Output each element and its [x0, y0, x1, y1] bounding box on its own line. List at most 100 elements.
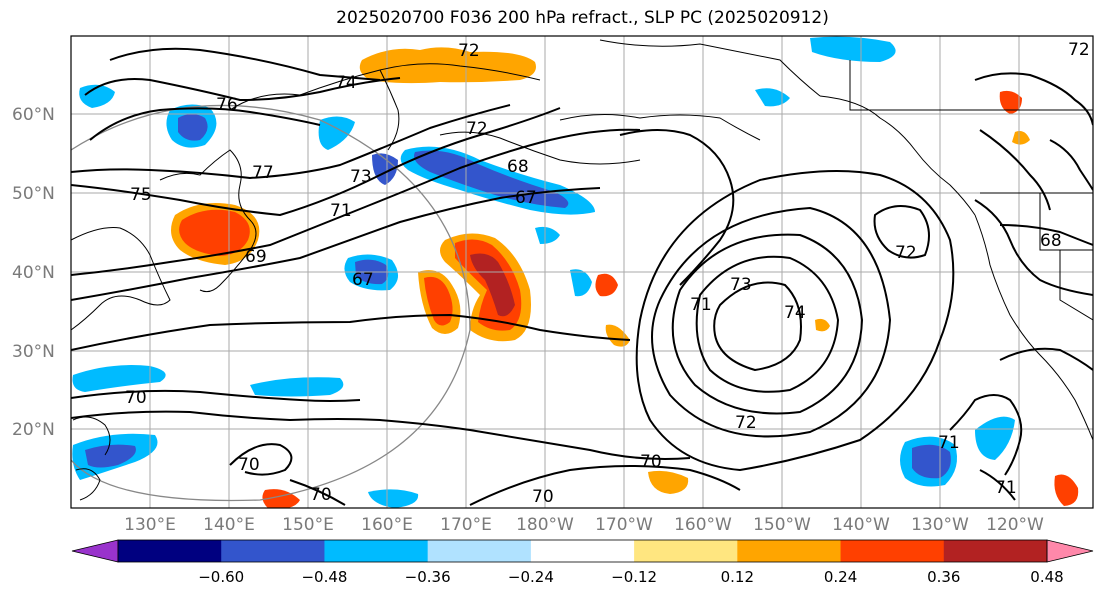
contour-label: 72: [1068, 40, 1090, 60]
warm-anomaly-tiny-2: [1012, 131, 1030, 145]
lon-label: 160°W: [674, 515, 732, 535]
warm-anomaly-central-2-core: [424, 276, 453, 326]
contour-label: 70: [640, 452, 662, 472]
lon-label: 140°W: [832, 515, 890, 535]
cool-anomaly-sw-core: [85, 444, 136, 468]
lon-label: 170°E: [440, 515, 492, 535]
colorbar-frame: [117, 539, 1048, 563]
cool-anomaly-ne-2: [975, 416, 1015, 460]
cool-anomaly-bering: [372, 153, 398, 185]
shaded-anomaly-layer: [72, 36, 1079, 508]
colorbar-swatch: [943, 540, 1048, 562]
colorbar-swatch: [634, 540, 738, 562]
cool-anomaly-ne-1: [755, 88, 790, 107]
contour-label: 70: [125, 388, 147, 408]
contour-labels: 72 74 76 77 75 73 72 68 67 71 69 67 70 7…: [125, 40, 1090, 507]
latitude-labels: 60°N 50°N 40°N 30°N 20°N: [12, 105, 55, 440]
slp-high-inner: [713, 281, 802, 372]
slp-high-ne: [873, 205, 930, 259]
contour-label: 69: [245, 247, 267, 267]
contour-label: 71: [330, 201, 352, 221]
cool-anomaly-top-left: [79, 84, 115, 108]
colorbar: −0.60 −0.48 −0.36 −0.24 −0.12 0.12 0.24 0.36 0.4…: [71, 539, 1094, 586]
contour-label: 67: [352, 270, 374, 290]
colorbar-swatch: [737, 540, 842, 562]
contour-label: 71: [995, 478, 1017, 498]
contour-label: 75: [130, 185, 152, 205]
colorbar-swatch: [840, 540, 945, 562]
lon-label: 120°W: [986, 515, 1044, 535]
map-title: 2025020700 F036 200 hPa refract., SLP PC…: [336, 8, 829, 28]
cool-anomaly-north-west-core: [178, 114, 208, 141]
lat-label-50n: 50°N: [12, 184, 55, 204]
contour-label: 72: [735, 413, 757, 433]
colorbar-tick-label: 0.24: [824, 568, 857, 586]
contour-label: 72: [458, 41, 480, 61]
longitude-labels: 130°E 140°E 150°E 160°E 170°E 180°W 170°…: [124, 515, 1044, 535]
cool-anomaly-mid-south: [570, 269, 592, 297]
warm-anomaly-west-coast: [999, 90, 1022, 114]
cool-anomaly-top-right: [810, 36, 896, 62]
plot-frame: [70, 35, 1094, 509]
lon-label: 130°E: [124, 515, 176, 535]
lat-label-40n: 40°N: [12, 263, 55, 283]
slp-high-ring-4: [651, 206, 892, 438]
colorbar-extend-right: [1046, 539, 1094, 563]
colorbar-tick-label: −0.24: [508, 568, 554, 586]
colorbar-tick-label: −0.60: [198, 568, 244, 586]
lon-label: 180°W: [516, 515, 574, 535]
cool-anomaly-nw-2: [318, 116, 355, 150]
warm-anomaly-bottom-right: [1054, 474, 1079, 506]
colorbar-swatch: [324, 540, 429, 562]
colorbar-tick-label: 0.48: [1030, 568, 1063, 586]
colorbar-tick-label: −0.48: [301, 568, 347, 586]
slp-high-ring-2: [695, 255, 840, 393]
colorbar-swatch: [118, 540, 222, 562]
contour-label: 73: [730, 275, 752, 295]
colorbar-swatch: [427, 540, 532, 562]
warm-anomaly-top: [359, 47, 536, 84]
contour-label: 70: [532, 487, 554, 507]
contour-label: 73: [350, 167, 372, 187]
cool-anomaly-subtropic: [72, 365, 166, 392]
slp-contours: [71, 47, 1093, 506]
warm-anomaly-south: [648, 470, 689, 494]
slp-high-ring-5: [635, 170, 955, 472]
slp-high-ring-3: [671, 233, 864, 415]
colorbar-swatch: [530, 540, 635, 562]
lon-label: 150°E: [282, 515, 334, 535]
contour-label: 72: [466, 119, 488, 139]
warm-anomaly-hawaii-east: [595, 273, 618, 297]
warm-anomaly-central-1-deep: [470, 253, 515, 317]
lon-label: 160°E: [361, 515, 413, 535]
colorbar-tick-label: 0.12: [721, 568, 754, 586]
contour-label: 74: [784, 303, 806, 323]
lon-label: 140°E: [203, 515, 255, 535]
colorbar-extend-left: [71, 539, 119, 563]
lon-label: 150°W: [753, 515, 811, 535]
warm-anomaly-tiny-1: [815, 318, 830, 332]
contour-label: 76: [216, 95, 238, 115]
coastlines: [71, 39, 1093, 501]
contour-label: 72: [895, 243, 917, 263]
colorbar-swatch: [221, 540, 325, 562]
contour-label: 70: [310, 485, 332, 505]
contour-label: 71: [938, 433, 960, 453]
colorbar-tick-label: −0.12: [611, 568, 657, 586]
lat-label-60n: 60°N: [12, 105, 55, 125]
contour-label: 70: [238, 455, 260, 475]
colorbar-tick-label: −0.36: [405, 568, 451, 586]
lon-label: 170°W: [595, 515, 653, 535]
lon-label: 130°W: [911, 515, 969, 535]
contour-label: 77: [252, 163, 274, 183]
lat-label-20n: 20°N: [12, 420, 55, 440]
warm-anomaly-japan-core: [179, 209, 250, 256]
cool-anomaly-subtropic-2: [250, 377, 344, 397]
lat-label-30n: 30°N: [12, 342, 55, 362]
contour-label: 71: [690, 295, 712, 315]
contour-label: 68: [1040, 231, 1062, 251]
cool-anomaly-se-core: [912, 444, 951, 479]
contour-label: 74: [335, 73, 357, 93]
great-circle-arc: [71, 104, 471, 502]
